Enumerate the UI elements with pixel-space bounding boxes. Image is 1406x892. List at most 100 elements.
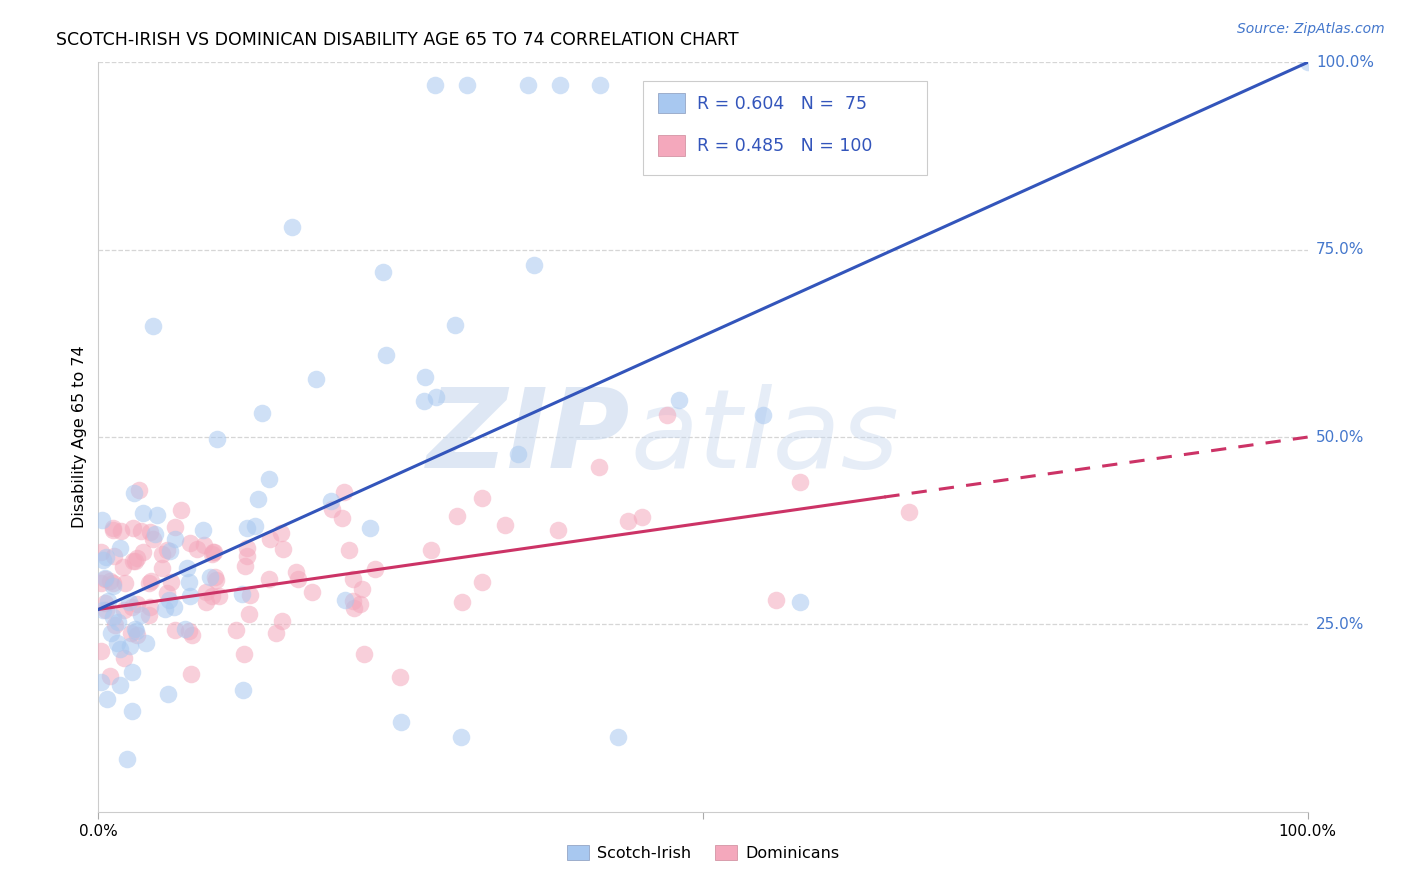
Scotch-Irish bbox=[146, 508, 169, 522]
Dominicans bbox=[180, 666, 202, 681]
Scotch-Irish bbox=[243, 518, 266, 533]
Dominicans bbox=[111, 560, 134, 574]
Scotch-Irish bbox=[105, 636, 128, 650]
Dominicans bbox=[765, 593, 787, 607]
Dominicans bbox=[93, 572, 115, 586]
Dominicans bbox=[122, 554, 145, 568]
Scotch-Irish bbox=[1296, 55, 1319, 70]
Dominicans bbox=[342, 572, 364, 586]
Dominicans bbox=[232, 648, 254, 662]
Scotch-Irish bbox=[789, 595, 811, 609]
Dominicans bbox=[138, 576, 160, 591]
Dominicans bbox=[204, 573, 226, 587]
Dominicans bbox=[129, 524, 152, 538]
Scotch-Irish bbox=[118, 595, 141, 609]
Dominicans bbox=[285, 565, 308, 579]
Scotch-Irish bbox=[247, 491, 270, 506]
Dominicans bbox=[103, 521, 125, 535]
Scotch-Irish bbox=[205, 432, 228, 446]
Y-axis label: Disability Age 65 to 74: Disability Age 65 to 74 bbox=[72, 346, 87, 528]
Scotch-Irish bbox=[121, 665, 143, 679]
Dominicans bbox=[128, 483, 150, 497]
Scotch-Irish bbox=[231, 586, 253, 600]
Scotch-Irish bbox=[425, 391, 447, 405]
Dominicans bbox=[90, 545, 112, 559]
Dominicans bbox=[364, 562, 387, 576]
Scotch-Irish bbox=[257, 472, 280, 486]
Dominicans bbox=[94, 596, 117, 610]
Dominicans bbox=[121, 626, 143, 640]
FancyBboxPatch shape bbox=[643, 81, 927, 175]
Dominicans bbox=[337, 542, 360, 557]
Scotch-Irish bbox=[94, 549, 117, 564]
Scotch-Irish bbox=[389, 714, 412, 729]
Dominicans bbox=[330, 511, 353, 525]
Scotch-Irish bbox=[450, 730, 472, 744]
Scotch-Irish bbox=[131, 506, 153, 520]
Legend: Scotch-Irish, Dominicans: Scotch-Irish, Dominicans bbox=[560, 838, 846, 867]
Dominicans bbox=[139, 599, 162, 614]
Dominicans bbox=[547, 524, 569, 538]
Dominicans bbox=[631, 510, 654, 524]
Dominicans bbox=[353, 648, 375, 662]
Scotch-Irish bbox=[523, 258, 546, 272]
Dominicans bbox=[287, 572, 309, 586]
Dominicans bbox=[273, 541, 295, 556]
Scotch-Irish bbox=[159, 543, 181, 558]
Dominicans bbox=[165, 520, 187, 534]
Scotch-Irish bbox=[456, 78, 478, 92]
Dominicans bbox=[90, 576, 112, 591]
Scotch-Irish bbox=[129, 607, 152, 622]
Dominicans bbox=[193, 538, 215, 552]
Dominicans bbox=[204, 570, 226, 584]
Scotch-Irish bbox=[135, 636, 157, 650]
Dominicans bbox=[259, 533, 281, 547]
Dominicans bbox=[138, 607, 160, 622]
Dominicans bbox=[789, 475, 811, 489]
Text: Source: ZipAtlas.com: Source: ZipAtlas.com bbox=[1237, 22, 1385, 37]
Text: R = 0.604   N =  75: R = 0.604 N = 75 bbox=[697, 95, 868, 112]
Scotch-Irish bbox=[607, 730, 630, 744]
Scotch-Irish bbox=[371, 265, 394, 279]
Scotch-Irish bbox=[413, 370, 436, 384]
Scotch-Irish bbox=[589, 78, 612, 92]
Dominicans bbox=[124, 554, 146, 568]
Scotch-Irish bbox=[143, 527, 166, 541]
Dominicans bbox=[121, 599, 143, 614]
Text: 50.0%: 50.0% bbox=[1316, 430, 1364, 444]
Scotch-Irish bbox=[108, 642, 131, 657]
Text: atlas: atlas bbox=[630, 384, 898, 491]
Dominicans bbox=[201, 547, 224, 561]
Scotch-Irish bbox=[159, 593, 181, 607]
Dominicans bbox=[138, 525, 160, 540]
Dominicans bbox=[170, 503, 193, 517]
Scotch-Irish bbox=[179, 589, 201, 603]
Dominicans bbox=[446, 508, 468, 523]
Scotch-Irish bbox=[117, 752, 139, 766]
Dominicans bbox=[195, 595, 218, 609]
Dominicans bbox=[98, 574, 121, 588]
Dominicans bbox=[90, 644, 112, 658]
Dominicans bbox=[333, 485, 356, 500]
Bar bbox=[658, 93, 685, 113]
Scotch-Irish bbox=[333, 593, 356, 607]
Scotch-Irish bbox=[163, 600, 186, 615]
Dominicans bbox=[494, 517, 516, 532]
Scotch-Irish bbox=[91, 603, 114, 617]
Scotch-Irish bbox=[198, 569, 221, 583]
Text: SCOTCH-IRISH VS DOMINICAN DISABILITY AGE 65 TO 74 CORRELATION CHART: SCOTCH-IRISH VS DOMINICAN DISABILITY AGE… bbox=[56, 31, 740, 49]
Dominicans bbox=[321, 502, 343, 516]
Dominicans bbox=[342, 594, 364, 608]
Text: R = 0.485   N = 100: R = 0.485 N = 100 bbox=[697, 137, 872, 155]
Dominicans bbox=[139, 574, 162, 588]
Scotch-Irish bbox=[176, 561, 198, 575]
Text: 100.0%: 100.0% bbox=[1316, 55, 1374, 70]
Dominicans bbox=[201, 590, 224, 604]
Scotch-Irish bbox=[506, 446, 529, 460]
Scotch-Irish bbox=[752, 408, 775, 422]
Dominicans bbox=[208, 589, 231, 603]
Dominicans bbox=[270, 526, 292, 541]
Dominicans bbox=[103, 549, 125, 563]
Scotch-Irish bbox=[516, 78, 538, 92]
Dominicans bbox=[349, 597, 371, 611]
